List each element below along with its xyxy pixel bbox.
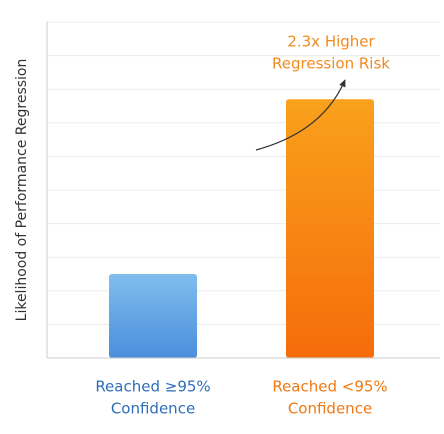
annotation: 2.3x Higher [287,33,375,51]
bar [109,274,197,358]
bar [286,99,374,358]
annotation-arrow [255,79,346,151]
x-tick-label: Reached ≥95% [95,378,210,396]
annotation: Regression Risk [272,55,390,73]
x-tick-label: Confidence [288,400,372,418]
y-axis-label: Likelihood of Performance Regression [14,59,30,322]
x-tick-label: Confidence [111,400,195,418]
x-tick-label: Reached <95% [272,378,387,396]
bars [109,99,374,358]
